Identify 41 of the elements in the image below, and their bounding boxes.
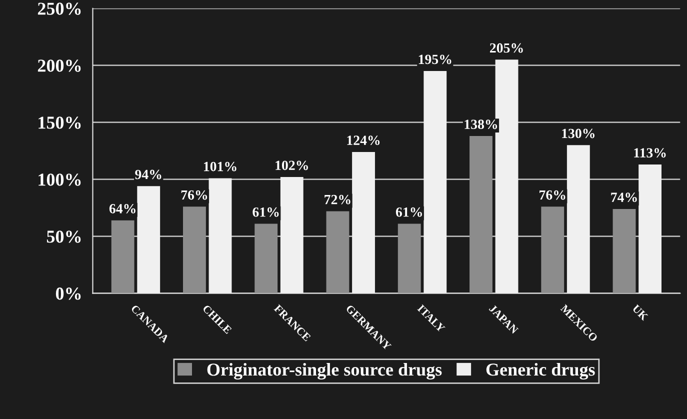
legend-label: Generic drugs xyxy=(486,363,595,380)
bar xyxy=(183,206,206,294)
y-tick-label: 0% xyxy=(56,288,81,300)
bar xyxy=(470,136,492,294)
data-label: 72% xyxy=(324,194,350,204)
data-label: 195% xyxy=(418,54,452,64)
data-label: 205% xyxy=(490,43,523,53)
bar xyxy=(612,208,636,294)
bar xyxy=(638,164,662,294)
bar xyxy=(398,224,421,294)
y-tick-label: 100% xyxy=(38,174,81,186)
data-label: 76% xyxy=(181,190,208,200)
data-label: 138% xyxy=(464,120,498,130)
bar xyxy=(424,71,447,294)
bar xyxy=(495,60,518,294)
y-tick-label: 150% xyxy=(38,116,81,129)
legend-label: Originator-single source drugs xyxy=(207,363,442,380)
bar xyxy=(111,220,134,294)
data-label: 102% xyxy=(276,160,308,170)
y-tick-label: 50% xyxy=(46,230,81,243)
data-label: 113% xyxy=(634,148,666,158)
x-tick-label: UK xyxy=(632,304,649,321)
data-label: 130% xyxy=(562,128,594,138)
data-label: 124% xyxy=(347,136,380,146)
data-label: 76% xyxy=(540,190,566,200)
bar xyxy=(254,224,278,294)
y-tick-label: 250% xyxy=(38,2,81,15)
bar xyxy=(566,145,590,294)
bar xyxy=(208,178,232,294)
data-label: 61% xyxy=(396,207,422,217)
bar xyxy=(352,152,375,294)
data-label: 101% xyxy=(204,162,236,172)
bar xyxy=(280,177,304,294)
data-label: 64% xyxy=(109,204,136,214)
bar xyxy=(326,211,350,294)
data-label: 74% xyxy=(611,192,637,202)
data-label: 61% xyxy=(252,207,279,217)
data-label: 94% xyxy=(135,170,162,180)
bar xyxy=(541,206,564,294)
bar xyxy=(137,186,160,294)
y-tick-label: 200% xyxy=(38,60,81,72)
